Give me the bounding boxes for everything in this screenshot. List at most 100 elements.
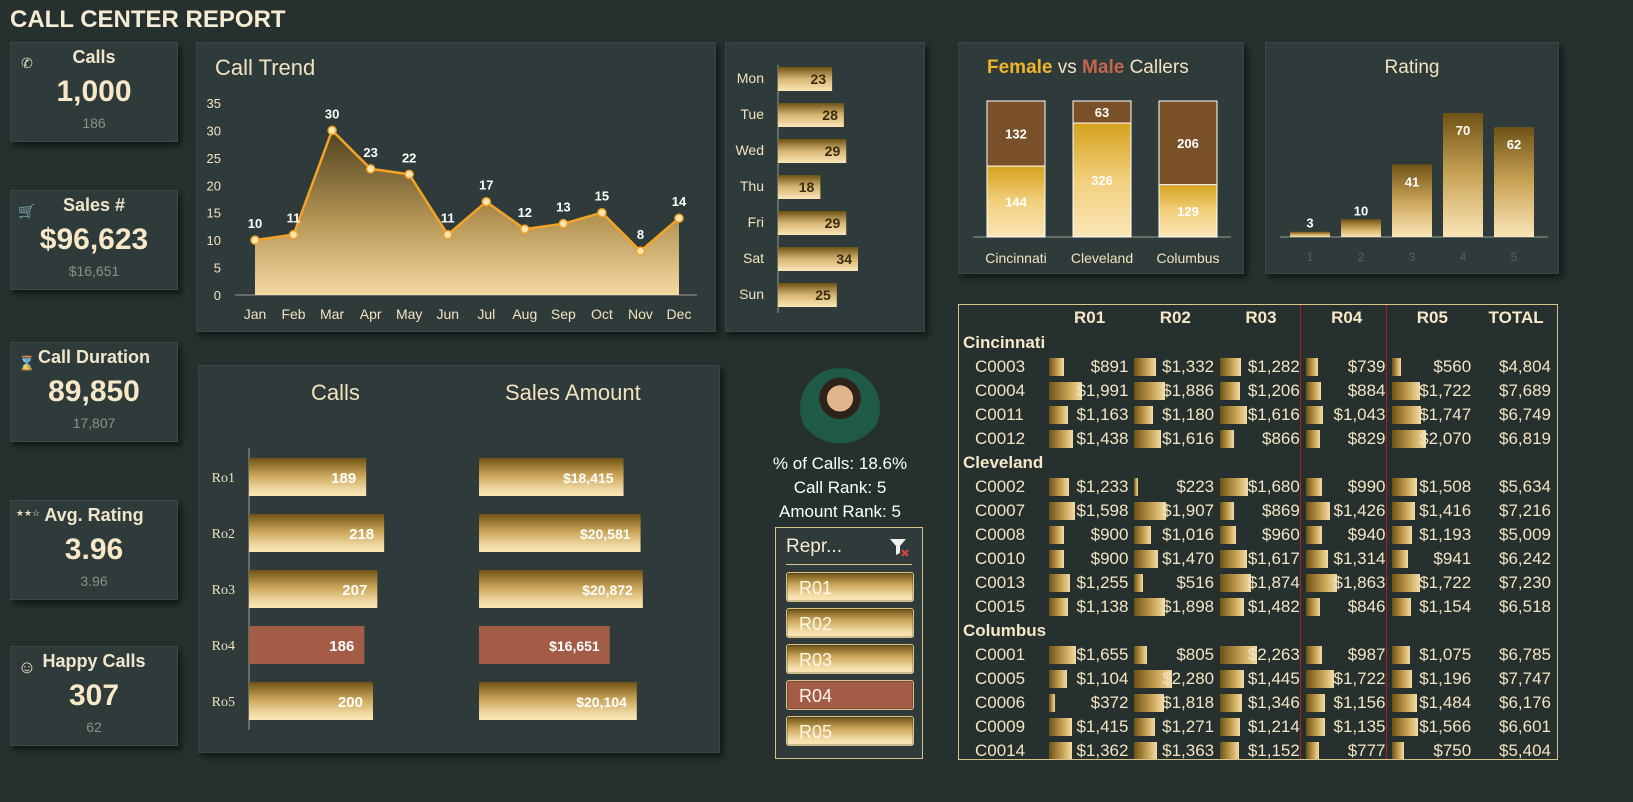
- customer-id: C0004: [975, 381, 1026, 400]
- cell-value: $1,193: [1419, 525, 1472, 544]
- trend-data-label: 15: [595, 189, 609, 204]
- cell-databar: [1305, 646, 1322, 664]
- matrix-cell: $1,886: [1132, 379, 1218, 403]
- trend-point: [674, 213, 684, 223]
- cell-databar: [1048, 694, 1055, 712]
- matrix-cell: $750: [1390, 739, 1476, 759]
- slicer-item-r01[interactable]: R01: [786, 572, 914, 602]
- cell-databar: [1391, 406, 1421, 424]
- calls-value: 207: [342, 582, 367, 599]
- cell-databar: [1220, 574, 1252, 592]
- matrix-cell: $1,332: [1132, 355, 1218, 379]
- customer-id: C0003: [975, 357, 1026, 376]
- weekday-bar: [778, 67, 833, 91]
- cell-databar: [1305, 718, 1325, 736]
- cell-value: $1,438: [1076, 429, 1129, 448]
- calls-bar: [249, 570, 378, 608]
- trend-point: [558, 218, 569, 229]
- matrix-cell: $1,747: [1390, 403, 1476, 427]
- sales-bar: [479, 458, 624, 496]
- city-label: Cincinnati: [985, 250, 1046, 266]
- row-total: $5,404: [1499, 741, 1551, 760]
- matrix-cell: $1,991: [1047, 379, 1133, 403]
- gender-chart: 144 132 Cincinnati 326 63 Cleveland 129 206 Colu…: [973, 100, 1231, 266]
- cell-value: $960: [1262, 525, 1300, 544]
- reps-sales-title: Sales Amount: [505, 380, 641, 405]
- cart-icon: 🛒: [18, 203, 36, 219]
- matrix-cell: $1,616: [1132, 427, 1218, 451]
- calls-bar: [249, 626, 365, 664]
- matrix-cell: $940: [1304, 523, 1390, 547]
- weekday-label: Sat: [743, 250, 764, 266]
- slicer-item-r04[interactable]: R04: [786, 680, 914, 710]
- cell-databar: [1391, 382, 1420, 400]
- sales-value: $20,872: [582, 582, 633, 598]
- cell-databar: [1305, 478, 1322, 496]
- male-value: 206: [1177, 136, 1199, 151]
- slicer-item-r03[interactable]: R03: [786, 644, 914, 674]
- row-total: $5,009: [1499, 525, 1551, 544]
- trend-data-label: 23: [363, 145, 377, 160]
- matrix-cell: $2,070: [1390, 427, 1476, 451]
- matrix-cell: $1,616: [1218, 403, 1304, 427]
- male-bar: [1072, 100, 1132, 124]
- matrix-cell: $1,863: [1304, 571, 1390, 595]
- trend-line: [254, 128, 680, 253]
- cell-value: $1,156: [1333, 693, 1386, 712]
- customer-id: C0010: [975, 549, 1026, 568]
- cell-value: $1,566: [1419, 717, 1472, 736]
- cell-databar: [1220, 526, 1237, 544]
- slicer-item-r02[interactable]: R02: [786, 608, 914, 638]
- cell-databar: [1391, 718, 1418, 736]
- y-tick-label: 10: [207, 233, 221, 248]
- rating-category: 3: [1409, 250, 1416, 264]
- customer-id: C0007: [975, 501, 1026, 520]
- agent-avatar: [800, 368, 880, 448]
- matrix-cell: $777: [1304, 739, 1390, 759]
- y-tick-label: 0: [214, 288, 221, 303]
- clear-filter-icon[interactable]: [888, 536, 910, 558]
- matrix-cell: $1,233: [1047, 475, 1133, 499]
- customer-id: C0015: [975, 597, 1026, 616]
- female-value: 129: [1177, 204, 1199, 219]
- cell-databar: [1305, 742, 1319, 759]
- trend-area: [255, 130, 679, 295]
- sales-matrix: R01 R02 R03 R04 R05 TOTAL Cincinnati C0003 $891…: [958, 304, 1558, 760]
- slicer-item-r05[interactable]: R05: [786, 716, 914, 746]
- cell-databar: [1048, 406, 1068, 424]
- calls-bar: [249, 682, 373, 720]
- cell-databar: [1220, 550, 1248, 568]
- cell-databar: [1391, 430, 1426, 448]
- matrix-row: C0005 $1,104 $2,280 $1,445 $1,722 $1,196 $7,74…: [959, 667, 1557, 691]
- matrix-cell: $1,617: [1218, 547, 1304, 571]
- call-rank: Call Rank: 5: [793, 478, 887, 497]
- kpi-sales: 🛒 Sales # $96,623 $16,651: [10, 190, 178, 290]
- cell-value: $1,271: [1162, 717, 1215, 736]
- kpi-label: Sales #: [62, 195, 126, 215]
- sales-bar: [479, 514, 641, 552]
- matrix-cell: $1,075: [1390, 643, 1476, 667]
- matrix-cell: $1,722: [1390, 379, 1476, 403]
- cell-databar: [1134, 646, 1148, 664]
- cell-value: $1,332: [1162, 357, 1215, 376]
- cell-databar: [1134, 478, 1139, 496]
- trend-point: [520, 224, 530, 234]
- matrix-cell: $960: [1218, 523, 1304, 547]
- trend-data-label: 17: [479, 178, 493, 193]
- trend-point: [442, 229, 453, 240]
- y-tick-label: 30: [207, 123, 221, 138]
- rating-value: 70: [1456, 123, 1470, 138]
- weekday-value: 29: [825, 143, 841, 159]
- kpi-label: Call Duration: [37, 347, 150, 367]
- cell-databar: [1048, 502, 1075, 520]
- cell-value: $1,722: [1419, 381, 1472, 400]
- matrix-cell: $866: [1218, 427, 1304, 451]
- matrix-header-cell: R04: [1331, 308, 1363, 327]
- matrix-cell: $987: [1304, 643, 1390, 667]
- city-label: Cleveland: [1071, 250, 1133, 266]
- matrix-cell: $1,152: [1218, 739, 1304, 759]
- kpi-subvalue: 17,807: [72, 415, 116, 431]
- matrix-cell: $1,484: [1390, 691, 1476, 715]
- cell-databar: [1048, 550, 1064, 568]
- cell-databar: [1305, 670, 1334, 688]
